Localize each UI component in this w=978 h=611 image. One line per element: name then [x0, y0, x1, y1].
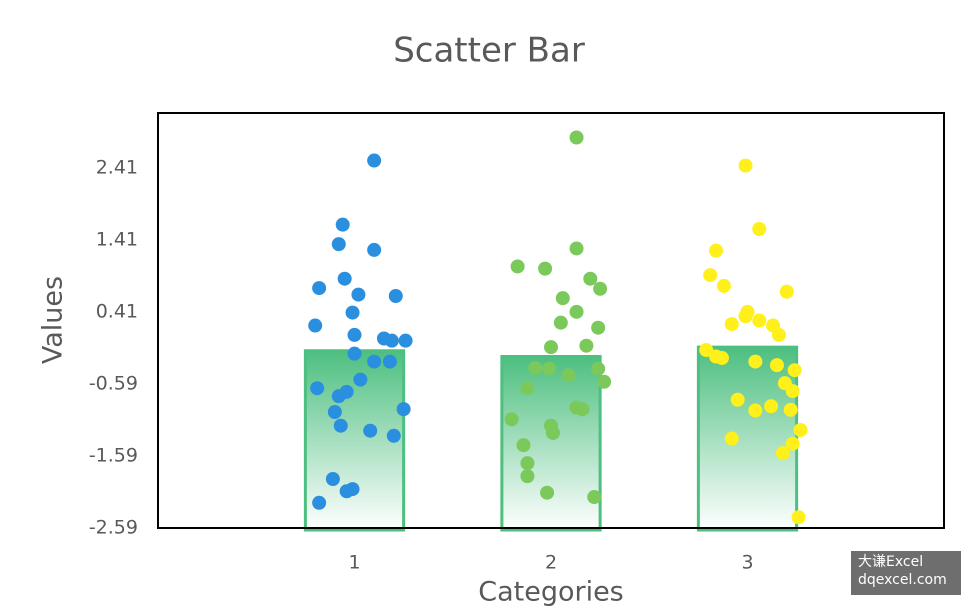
y-tick-label: 2.41 — [96, 156, 138, 178]
scatter-point — [353, 372, 368, 387]
scatter-point — [333, 418, 348, 433]
scatter-point — [367, 153, 382, 168]
scatter-point — [738, 158, 753, 173]
scatter-point — [793, 423, 808, 438]
scatter-point — [520, 469, 535, 484]
scatter-point — [520, 381, 535, 396]
scatter-point — [331, 237, 346, 252]
scatter-point — [516, 438, 531, 453]
scatter-point — [327, 405, 342, 420]
scatter-point — [347, 346, 362, 361]
scatter-point — [553, 315, 568, 330]
scatter-point — [785, 436, 800, 451]
scatter-point — [748, 354, 763, 369]
scatter-point — [575, 402, 590, 417]
scatter-point — [544, 340, 558, 355]
scatter-point — [345, 305, 360, 320]
scatter-point — [351, 287, 366, 302]
scatter-point — [520, 456, 535, 471]
scatter-point — [337, 271, 352, 286]
scatter-point — [583, 271, 598, 286]
scatter-point — [593, 281, 608, 296]
watermark: 大谦Excel — [858, 554, 923, 570]
scatter-point — [339, 484, 354, 499]
scatter-point — [569, 241, 584, 256]
scatter-point — [308, 318, 323, 333]
scatter-point — [555, 291, 570, 306]
scatter-point — [579, 338, 594, 353]
scatter-point — [384, 333, 399, 348]
scatter-point — [528, 361, 543, 376]
scatter-point — [569, 130, 584, 145]
scatter-point — [769, 358, 784, 373]
scatter-point — [703, 268, 718, 283]
scatter-point — [724, 431, 739, 446]
scatter-point — [545, 425, 560, 440]
scatter-point — [388, 289, 403, 304]
scatter-point — [325, 472, 340, 487]
scatter-point — [310, 381, 325, 396]
scatter-point — [382, 354, 397, 369]
scatter-point — [775, 446, 790, 461]
scatter-point — [785, 384, 800, 399]
chart-title: Scatter Bar — [393, 31, 585, 71]
y-axis-label: Values — [38, 276, 69, 364]
bar — [500, 355, 602, 532]
plot-frame — [157, 112, 945, 529]
scatter-point — [561, 368, 576, 383]
y-tick-label: -2.59 — [89, 517, 138, 539]
scatter-point — [504, 412, 519, 427]
scatter-point — [764, 399, 779, 414]
scatter-point — [748, 403, 763, 418]
scatter-point — [783, 402, 798, 417]
scatter-point — [752, 313, 767, 328]
scatter-point — [510, 259, 525, 274]
scatter-point — [716, 278, 731, 293]
scatter-point — [714, 350, 729, 365]
scatter-point — [367, 242, 382, 257]
scatter-point — [597, 374, 612, 389]
y-tick-label: -0.59 — [89, 372, 138, 394]
scatter-point — [363, 423, 378, 438]
scatter-point — [709, 243, 724, 258]
y-tick-label: 1.41 — [96, 228, 138, 250]
scatter-point — [587, 490, 602, 505]
scatter-point — [569, 304, 584, 319]
scatter-point — [347, 327, 362, 342]
x-tick-label: 2 — [545, 552, 557, 574]
scatter-point — [791, 510, 806, 525]
scatter-point — [312, 281, 327, 296]
scatter-point — [335, 217, 350, 232]
scatter-point — [771, 327, 786, 342]
x-axis-label: Categories — [478, 577, 624, 608]
scatter-point — [540, 485, 555, 500]
scatter-point — [312, 495, 327, 510]
scatter-point — [386, 428, 401, 443]
scatter-point — [738, 309, 753, 324]
x-tick-label: 3 — [741, 552, 753, 574]
scatter-point — [591, 361, 606, 376]
scatter-point — [398, 333, 413, 348]
scatter-point — [730, 392, 745, 407]
watermark-box — [851, 551, 961, 595]
y-tick-label: 0.41 — [96, 300, 138, 322]
x-tick-label: 1 — [348, 552, 360, 574]
scatter-point — [542, 361, 557, 376]
scatter-point — [779, 284, 794, 299]
scatter-point — [367, 354, 382, 369]
scatter-point — [331, 389, 346, 404]
bar — [696, 345, 799, 532]
plot-area — [303, 130, 808, 532]
watermark: dqexcel.com — [858, 572, 947, 588]
y-tick-label: -1.59 — [89, 444, 138, 466]
scatter-point — [752, 221, 767, 236]
scatter-point — [787, 363, 802, 378]
scatter-point — [538, 261, 553, 276]
scatter-point — [591, 320, 606, 335]
scatter-point — [396, 402, 411, 417]
scatter-point — [724, 317, 739, 332]
